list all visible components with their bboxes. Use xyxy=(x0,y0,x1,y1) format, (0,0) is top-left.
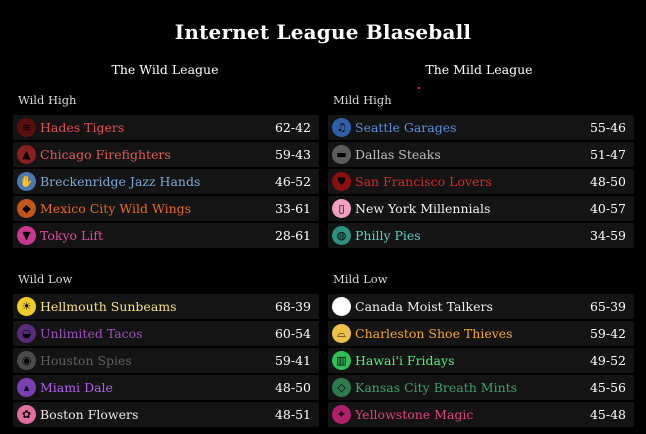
team-record: 46-52 xyxy=(274,174,311,189)
team-record: 40-57 xyxy=(589,201,626,216)
team-record: 65-39 xyxy=(589,299,626,314)
page-title: Internet League Blaseball xyxy=(174,20,472,44)
team-name[interactable]: Tokyo Lift xyxy=(40,228,103,243)
flamingo-icon: ▴ xyxy=(17,378,36,397)
team-record: 28-61 xyxy=(274,228,311,243)
team-name[interactable]: Dallas Steaks xyxy=(355,147,441,162)
team-name[interactable]: Hawai'i Fridays xyxy=(355,353,455,368)
team-name[interactable]: Hades Tigers xyxy=(40,120,125,135)
shoe-icon: ⌓ xyxy=(332,324,351,343)
team-name[interactable]: San Francisco Lovers xyxy=(355,174,492,189)
team-record: 48-50 xyxy=(274,380,311,395)
team-row[interactable]: ♫ Seattle Garages 55-46 xyxy=(328,115,634,140)
phone-icon: ▯ xyxy=(332,199,351,218)
division-label-wild-high: Wild High xyxy=(18,93,77,107)
team-row[interactable]: ✿ Boston Flowers 48-51 xyxy=(13,402,319,427)
team-record: 48-50 xyxy=(589,174,626,189)
team-name[interactable]: Canada Moist Talkers xyxy=(355,299,493,314)
standings-wild-low: ☀ Hellmouth Sunbeams 68-39 ◒ Unlimited Tacos… xyxy=(13,294,319,429)
team-name[interactable]: Charleston Shoe Thieves xyxy=(355,326,513,341)
team-record: 55-46 xyxy=(589,120,626,135)
division-label-mild-low: Mild Low xyxy=(333,272,388,286)
team-name[interactable]: Yellowstone Magic xyxy=(355,407,474,422)
sun-icon: ☀ xyxy=(17,297,36,316)
team-record: 68-39 xyxy=(274,299,311,314)
team-record: 60-54 xyxy=(274,326,311,341)
team-record: 45-56 xyxy=(589,380,626,395)
division-label-wild-low: Wild Low xyxy=(18,272,73,286)
team-row[interactable]: ☀ Hellmouth Sunbeams 68-39 xyxy=(13,294,319,319)
team-row[interactable]: ▯ New York Millennials 40-57 xyxy=(328,196,634,221)
decorative-dot xyxy=(418,87,420,89)
wing-icon: ◆ xyxy=(17,199,36,218)
team-name[interactable]: New York Millennials xyxy=(355,201,491,216)
division-label-mild-high: Mild High xyxy=(333,93,392,107)
sparkle-icon: ✦ xyxy=(332,405,351,424)
team-name[interactable]: Philly Pies xyxy=(355,228,421,243)
team-name[interactable]: Kansas City Breath Mints xyxy=(355,380,518,395)
spy-icon: ◉ xyxy=(17,351,36,370)
league-title-wild: The Wild League xyxy=(111,62,219,77)
lift-icon: ▼ xyxy=(17,226,36,245)
team-record: 48-51 xyxy=(274,407,311,422)
fire-icon: ▲ xyxy=(17,145,36,164)
team-row[interactable]: ◍ Philly Pies 34-59 xyxy=(328,223,634,248)
pie-icon: ◍ xyxy=(332,226,351,245)
jazz-hands-icon: ✋ xyxy=(17,172,36,191)
team-row[interactable]: ▬ Dallas Steaks 51-47 xyxy=(328,142,634,167)
team-record: 45-48 xyxy=(589,407,626,422)
team-row[interactable]: ♥ San Francisco Lovers 48-50 xyxy=(328,169,634,194)
team-row[interactable]: ◉ Houston Spies 59-41 xyxy=(13,348,319,373)
team-record: 59-43 xyxy=(274,147,311,162)
team-name[interactable]: Hellmouth Sunbeams xyxy=(40,299,177,314)
team-name[interactable]: Mexico City Wild Wings xyxy=(40,201,192,216)
team-name[interactable]: Boston Flowers xyxy=(40,407,139,422)
team-row[interactable]: ◆ Mexico City Wild Wings 33-61 xyxy=(13,196,319,221)
league-title-mild: The Mild League xyxy=(425,62,533,77)
standings-wild-high: ≋ Hades Tigers 62-42 ▲ Chicago Firefighters 5… xyxy=(13,115,319,250)
mint-icon: ◇ xyxy=(332,378,351,397)
guitar-icon: ♫ xyxy=(332,118,351,137)
taco-icon: ◒ xyxy=(17,324,36,343)
team-row[interactable]: ◒ Unlimited Tacos 60-54 xyxy=(13,321,319,346)
team-row[interactable]: ✋ Breckenridge Jazz Hands 46-52 xyxy=(13,169,319,194)
team-name[interactable]: Houston Spies xyxy=(40,353,132,368)
team-name[interactable]: Miami Dale xyxy=(40,380,113,395)
drink-icon: ▥ xyxy=(332,351,351,370)
team-row[interactable]: ◇ Kansas City Breath Mints 45-56 xyxy=(328,375,634,400)
team-name[interactable]: Breckenridge Jazz Hands xyxy=(40,174,201,189)
team-row[interactable]: ▴ Miami Dale 48-50 xyxy=(13,375,319,400)
steak-icon: ▬ xyxy=(332,145,351,164)
flower-icon: ✿ xyxy=(17,405,36,424)
team-row[interactable]: ✦ Yellowstone Magic 45-48 xyxy=(328,402,634,427)
team-record: 33-61 xyxy=(274,201,311,216)
tiger-icon: ≋ xyxy=(17,118,36,137)
team-name[interactable]: Chicago Firefighters xyxy=(40,147,171,162)
team-row[interactable]: ▲ Chicago Firefighters 59-43 xyxy=(13,142,319,167)
team-row[interactable]: Canada Moist Talkers 65-39 xyxy=(328,294,634,319)
lips-icon: ♥ xyxy=(332,172,351,191)
standings-mild-high: ♫ Seattle Garages 55-46 ▬ Dallas Steaks 51-47… xyxy=(328,115,634,250)
team-record: 49-52 xyxy=(589,353,626,368)
team-record: 59-41 xyxy=(274,353,311,368)
team-row[interactable]: ▥ Hawai'i Fridays 49-52 xyxy=(328,348,634,373)
speech-icon xyxy=(332,297,351,316)
team-record: 51-47 xyxy=(589,147,626,162)
team-row[interactable]: ⌓ Charleston Shoe Thieves 59-42 xyxy=(328,321,634,346)
team-record: 62-42 xyxy=(274,120,311,135)
standings-mild-low: Canada Moist Talkers 65-39 ⌓ Charleston Sho… xyxy=(328,294,634,429)
team-record: 59-42 xyxy=(589,326,626,341)
team-row[interactable]: ≋ Hades Tigers 62-42 xyxy=(13,115,319,140)
team-row[interactable]: ▼ Tokyo Lift 28-61 xyxy=(13,223,319,248)
team-name[interactable]: Unlimited Tacos xyxy=(40,326,143,341)
team-record: 34-59 xyxy=(589,228,626,243)
team-name[interactable]: Seattle Garages xyxy=(355,120,457,135)
